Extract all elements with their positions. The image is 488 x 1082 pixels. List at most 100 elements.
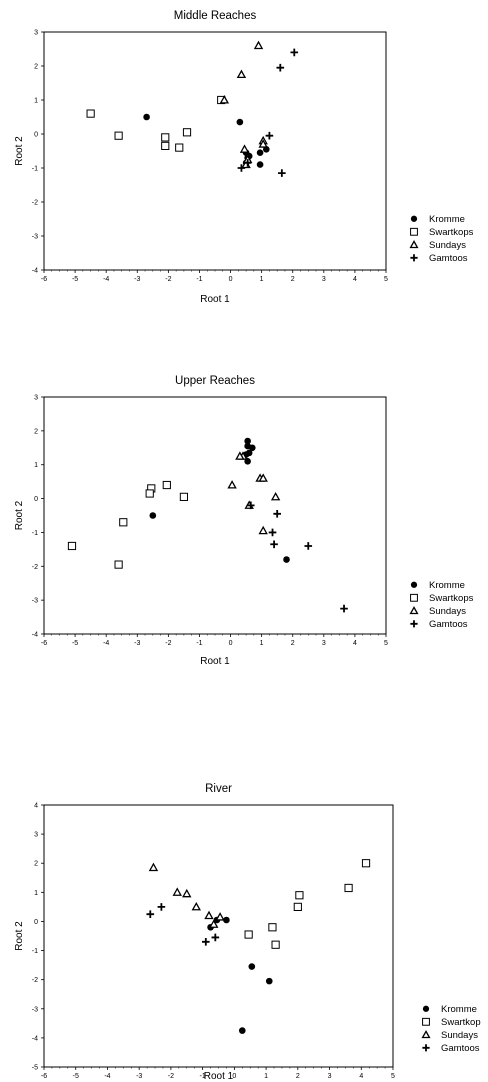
x-tick-label: 4 bbox=[353, 640, 357, 647]
legend-marker-plus bbox=[410, 254, 418, 262]
legend-label: Gamtoos bbox=[429, 253, 468, 264]
plot-area bbox=[43, 31, 387, 271]
legend-marker-circle bbox=[422, 1005, 430, 1012]
data-point-square bbox=[162, 480, 171, 490]
y-tick-label: -1 bbox=[32, 166, 38, 173]
plot-area bbox=[43, 396, 387, 635]
data-point-plus bbox=[246, 501, 255, 510]
data-point-plus bbox=[273, 510, 281, 518]
data-point-square bbox=[295, 891, 304, 900]
data-point-triangle bbox=[191, 901, 201, 911]
x-tick-label: -5 bbox=[72, 276, 78, 283]
legend-label: Sundays bbox=[429, 240, 466, 251]
x-tick-label: 2 bbox=[291, 640, 295, 647]
data-point-plus bbox=[304, 542, 313, 550]
x-tick-label: 0 bbox=[229, 276, 233, 283]
x-tick-label: -3 bbox=[134, 276, 140, 283]
legend-marker-triangle bbox=[409, 240, 419, 249]
chart-title: River bbox=[205, 783, 232, 795]
legend-marker-plus bbox=[410, 620, 418, 628]
y-tick-label: 3 bbox=[34, 395, 38, 402]
data-point-plus bbox=[290, 48, 299, 57]
y-tick-label: 1 bbox=[34, 462, 38, 469]
data-point-circle bbox=[149, 512, 157, 519]
series-sundays bbox=[227, 451, 281, 535]
data-point-circle bbox=[265, 977, 273, 985]
legend-label: Gamtoos bbox=[441, 1043, 480, 1054]
data-point-plus bbox=[340, 604, 348, 613]
y-tick-label: -3 bbox=[32, 598, 38, 605]
data-point-triangle bbox=[239, 144, 250, 153]
y-tick-label: 3 bbox=[34, 30, 38, 37]
y-tick-label: -4 bbox=[32, 632, 38, 639]
y-axis-label: Root 2 bbox=[14, 136, 25, 166]
y-tick-label: 1 bbox=[34, 890, 38, 897]
legend-label: Gamtoos bbox=[429, 619, 468, 630]
series-gamtoos bbox=[246, 501, 348, 613]
x-tick-label: -3 bbox=[134, 640, 140, 647]
legend-marker-triangle bbox=[409, 606, 419, 615]
legend-marker-plus bbox=[422, 1044, 430, 1052]
x-axis-label: Root 1 bbox=[200, 294, 230, 305]
data-point-square bbox=[145, 489, 154, 498]
x-axis-label: Root 1 bbox=[204, 1071, 234, 1082]
data-point-circle bbox=[283, 556, 290, 563]
chart-panel-1: Middle Reaches -6 -5 -4 -3 -2 -1 0 1 2 3 4 5 -4 -3 -2 -1… bbox=[14, 10, 474, 305]
legend-label: Sundays bbox=[441, 1030, 478, 1041]
series-kromme bbox=[149, 437, 290, 563]
y-tick-label: -5 bbox=[32, 1065, 38, 1072]
x-tick-label: 2 bbox=[291, 276, 295, 283]
x-tick-label: -2 bbox=[165, 640, 171, 647]
x-tick-label: -2 bbox=[168, 1073, 174, 1080]
data-point-square bbox=[268, 923, 277, 932]
data-point-square bbox=[119, 518, 128, 527]
y-tick-label: -1 bbox=[32, 948, 38, 955]
x-tick-label: -2 bbox=[165, 276, 171, 283]
data-point-circle bbox=[256, 161, 264, 168]
x-tick-label: 4 bbox=[359, 1073, 363, 1080]
data-point-circle bbox=[238, 1027, 246, 1034]
data-point-triangle bbox=[172, 887, 182, 896]
x-tick-label: 3 bbox=[322, 276, 326, 283]
y-tick-label: -2 bbox=[32, 200, 38, 207]
x-tick-label: 4 bbox=[353, 276, 357, 283]
data-point-square bbox=[271, 940, 280, 949]
data-point-triangle bbox=[236, 69, 247, 79]
data-point-plus bbox=[265, 131, 274, 140]
chart-panel-3: River-6 -5 -4 -3 -2 -1 0 1 2 3 4 5-5-4-3-2-101234Ro… bbox=[14, 783, 481, 1082]
data-point-plus bbox=[268, 528, 277, 537]
data-point-circle bbox=[256, 149, 264, 156]
x-tick-label: -5 bbox=[72, 640, 78, 647]
x-tick-label: -1 bbox=[200, 1073, 206, 1080]
y-tick-label: -2 bbox=[32, 977, 38, 984]
legend-marker-square bbox=[410, 227, 418, 236]
data-point-square bbox=[244, 930, 253, 939]
data-point-triangle bbox=[270, 491, 281, 501]
x-tick-label: -3 bbox=[136, 1073, 142, 1080]
x-tick-label: -5 bbox=[73, 1073, 79, 1080]
data-point-circle bbox=[249, 444, 256, 452]
series-sundays bbox=[148, 862, 225, 928]
x-tick-label: 1 bbox=[260, 276, 264, 283]
data-point-triangle bbox=[258, 139, 268, 148]
data-point-square bbox=[161, 141, 170, 151]
y-tick-label: -1 bbox=[32, 530, 38, 537]
x-tick-label: -4 bbox=[103, 276, 109, 283]
data-point-plus bbox=[270, 540, 278, 549]
data-point-square bbox=[114, 131, 123, 140]
data-point-square bbox=[344, 883, 353, 893]
x-tick-label: -1 bbox=[196, 276, 202, 283]
legend-marker-square bbox=[422, 1017, 430, 1026]
x-tick-label: 1 bbox=[264, 1073, 268, 1080]
series-gamtoos bbox=[237, 48, 299, 177]
legend-label: Swartkop bbox=[441, 1017, 481, 1028]
data-point-plus bbox=[146, 910, 155, 918]
data-point-triangle bbox=[258, 525, 268, 535]
data-point-triangle bbox=[148, 862, 159, 872]
legend-marker-square bbox=[410, 593, 418, 602]
legend: Kromme Swartkops Sundays Gamtoos bbox=[409, 214, 474, 264]
x-tick-label: -1 bbox=[196, 640, 202, 647]
x-tick-label: 2 bbox=[296, 1073, 300, 1080]
data-point-plus bbox=[157, 903, 166, 911]
legend-label: Kromme bbox=[429, 580, 465, 591]
